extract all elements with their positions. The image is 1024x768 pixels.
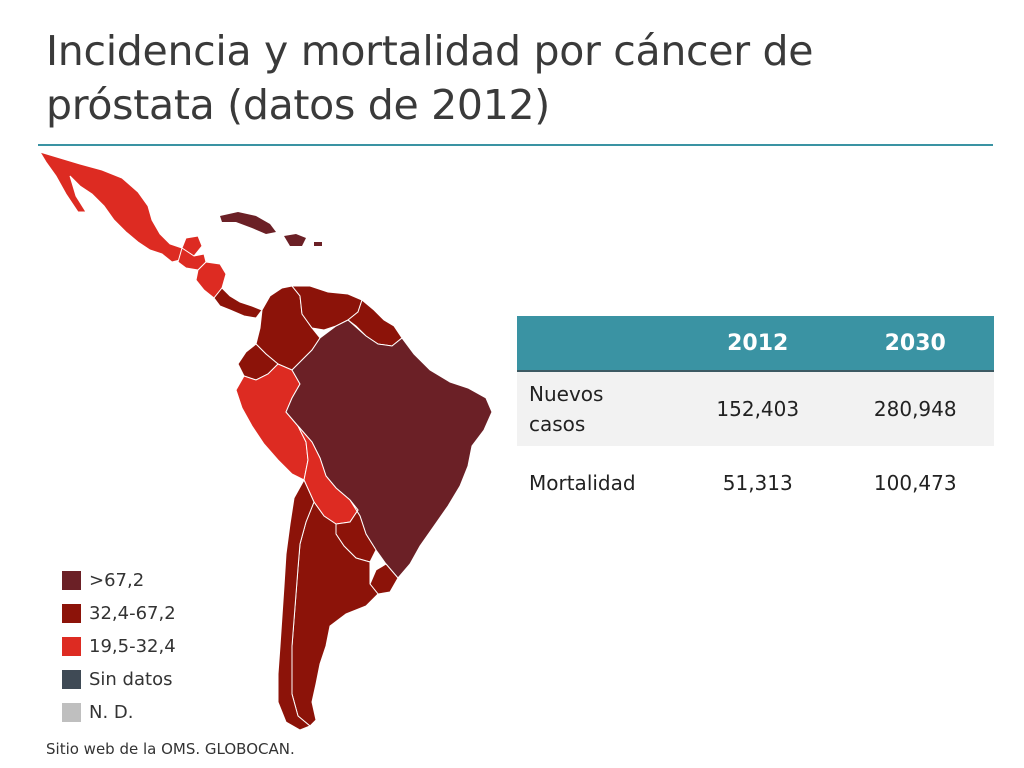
- map-country-cuba: [220, 212, 276, 234]
- map-country-puerto-rico: [314, 242, 322, 246]
- source-citation: Sitio web de la OMS. GLOBOCAN.: [46, 740, 295, 758]
- legend-label: 19,5-32,4: [89, 636, 176, 657]
- map-country-mexico: [38, 151, 203, 263]
- legend-swatch-mid: [62, 604, 81, 623]
- table-header-row: 2012 2030: [517, 316, 994, 371]
- cell-mortality-2012: 51,313: [679, 446, 837, 520]
- map-country-chile: [277, 478, 315, 731]
- statistics-table: 2012 2030 Nuevos casos 152,403 280,948 M…: [517, 316, 994, 520]
- legend-item: 19,5-32,4: [62, 630, 176, 663]
- legend-label: >67,2: [89, 570, 145, 591]
- legend-item: Sin datos: [62, 663, 176, 696]
- table-row: Nuevos casos 152,403 280,948: [517, 370, 994, 446]
- map-country-costa-rica-panama: [213, 287, 263, 319]
- legend-label: 32,4-67,2: [89, 603, 176, 624]
- table-header-2030: 2030: [836, 316, 994, 371]
- page-title: Incidencia y mortalidad por cáncer de pr…: [46, 27, 814, 129]
- legend-swatch-nd: [62, 703, 81, 722]
- legend-swatch-low: [62, 637, 81, 656]
- latin-america-map: [38, 151, 493, 731]
- legend-label: N. D.: [89, 702, 134, 723]
- table-row: Mortalidad 51,313 100,473: [517, 446, 994, 520]
- legend-item: >67,2: [62, 564, 176, 597]
- cell-new-cases-2030: 280,948: [836, 370, 994, 446]
- row-label-new-cases: Nuevos casos: [517, 370, 679, 446]
- legend-item: 32,4-67,2: [62, 597, 176, 630]
- cell-mortality-2030: 100,473: [836, 446, 994, 520]
- map-country-hispaniola: [284, 234, 306, 246]
- cell-new-cases-2012: 152,403: [679, 370, 837, 446]
- legend-swatch-high: [62, 571, 81, 590]
- map-legend: >67,2 32,4-67,2 19,5-32,4 Sin datos N. D…: [62, 564, 176, 729]
- row-label-text: Nuevos casos: [529, 382, 604, 436]
- legend-swatch-no-data: [62, 670, 81, 689]
- legend-item: N. D.: [62, 696, 176, 729]
- title-divider: [38, 144, 993, 146]
- table-header-blank: [517, 316, 679, 371]
- row-label-mortality: Mortalidad: [517, 446, 679, 520]
- legend-label: Sin datos: [89, 669, 173, 690]
- table-header-2012: 2012: [679, 316, 837, 371]
